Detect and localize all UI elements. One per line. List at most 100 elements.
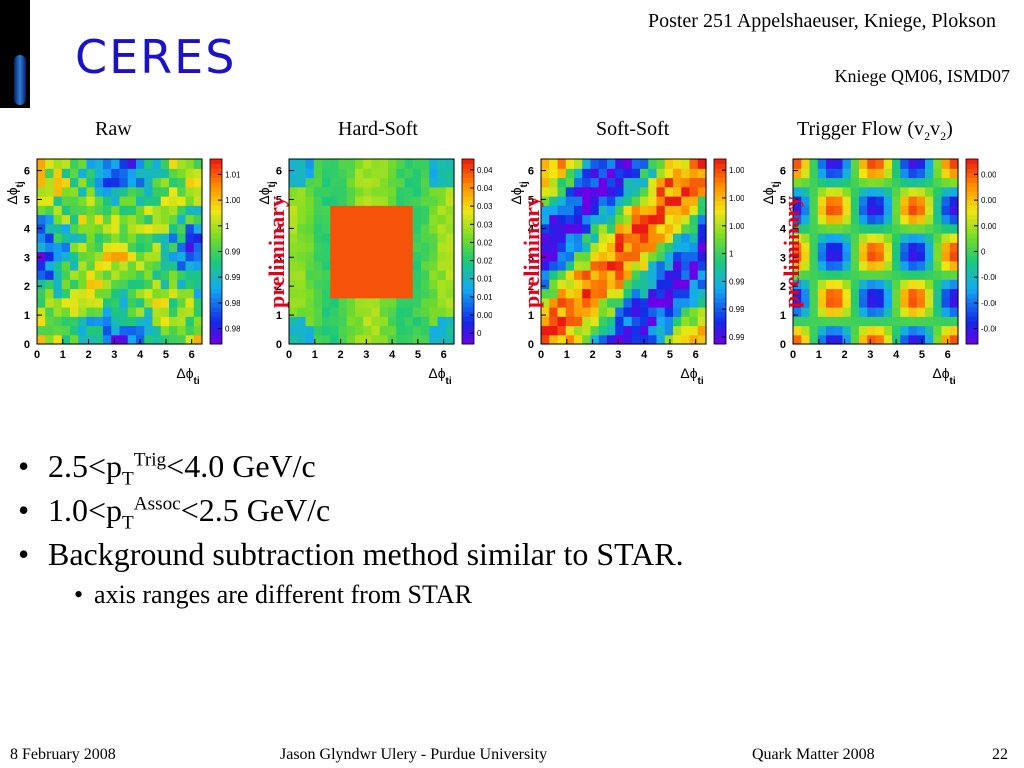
heatmap-cell: [801, 168, 811, 179]
heatmap-cell: [541, 186, 550, 197]
colorbar-segment: [210, 256, 222, 262]
heatmap-cell: [53, 251, 63, 262]
heatmap-cell: [160, 279, 170, 290]
x-tick-label: 5: [919, 349, 925, 361]
heatmap-cell: [185, 223, 195, 234]
heatmap-cell: [801, 214, 811, 225]
heatmap-cell: [152, 251, 162, 262]
heatmap-cell: [867, 242, 877, 253]
heatmap-cell: [70, 196, 79, 206]
heatmap-cell: [289, 242, 298, 253]
heatmap-cell: [859, 168, 868, 179]
heatmap-cell: [565, 334, 575, 345]
heatmap-cell: [379, 159, 389, 169]
heatmap-cell: [842, 297, 852, 308]
heatmap-cell: [949, 223, 959, 234]
heatmap-cell: [949, 316, 959, 327]
heatmap-cell: [607, 334, 616, 345]
heatmap-cell: [842, 223, 852, 234]
heatmap-cell: [86, 279, 96, 290]
colorbar-segment: [462, 330, 474, 336]
heatmap-cell: [86, 297, 96, 308]
colorbar-segment: [966, 209, 978, 215]
heatmap-cell: [404, 297, 414, 308]
heatmap-cell: [160, 186, 170, 197]
panel-title-hard-soft: Hard-Soft: [338, 118, 418, 140]
heatmap-cell: [648, 233, 658, 243]
heatmap-cell: [45, 316, 55, 327]
heatmap-cell: [673, 205, 682, 216]
heatmap-cell: [404, 279, 414, 290]
heatmap-cell: [45, 325, 55, 336]
heatmap-cell: [305, 223, 315, 234]
heatmap-cell: [607, 288, 616, 299]
heatmap-cell: [86, 196, 96, 206]
heatmap-cell: [429, 260, 439, 271]
heatmap-cell: [322, 233, 331, 243]
heatmap-cell: [152, 307, 162, 317]
heatmap-cell: [826, 307, 835, 317]
heatmap-cell: [842, 251, 852, 262]
heatmap-cell: [615, 251, 625, 262]
colorbar-segment: [462, 182, 474, 188]
heatmap-cell: [297, 316, 307, 327]
heatmap-cell: [152, 177, 162, 188]
heatmap-cell: [396, 186, 406, 197]
heatmap-cell: [338, 316, 348, 327]
colorbar-segment: [462, 334, 474, 340]
panel-title-soft-soft: Soft-Soft: [596, 118, 670, 140]
colorbar-segment: [714, 307, 726, 313]
heatmap-cell: [859, 223, 868, 234]
heatmap-cell: [297, 168, 307, 179]
heatmap-cell: [70, 288, 79, 299]
heatmap-cell: [396, 307, 406, 317]
heatmap-cell: [908, 270, 918, 280]
heatmap-cell: [615, 297, 625, 308]
heatmap-cell: [664, 279, 674, 290]
heatmap-cell: [70, 177, 79, 188]
y-tick-label: 4: [276, 223, 283, 235]
heatmap-cell: [681, 177, 691, 188]
heatmap-cell: [103, 233, 112, 243]
heatmap-cell: [664, 214, 674, 225]
heatmap-cell: [429, 233, 439, 243]
heatmap-cell: [631, 325, 641, 336]
heatmap-cell: [78, 279, 88, 290]
heatmap-cell: [61, 325, 71, 336]
heatmap-cell: [867, 177, 877, 188]
heatmap-cell: [445, 325, 455, 336]
heatmap-cell: [673, 168, 682, 179]
heatmap-cell: [809, 307, 819, 317]
heatmap-cell: [933, 251, 943, 262]
heatmap-cell: [859, 288, 868, 299]
heatmap-cell: [78, 325, 88, 336]
heatmap-cell: [697, 186, 707, 197]
heatmap-cell: [941, 168, 951, 179]
heatmap-cell: [388, 279, 397, 290]
heatmap-cell: [371, 196, 381, 206]
heatmap-cell: [144, 316, 154, 327]
heatmap-cell: [338, 223, 348, 234]
heatmap-cell: [598, 279, 608, 290]
colorbar-segment: [210, 223, 222, 229]
heatmap-cell: [892, 251, 901, 262]
colorbar-segment: [714, 177, 726, 183]
heatmap-cell: [826, 205, 835, 216]
x-tick-label: 4: [137, 349, 144, 361]
y-tick-label: 3: [780, 252, 786, 264]
heatmap-cell: [859, 297, 868, 308]
heatmap-cell: [817, 205, 827, 216]
heatmap-cell: [127, 168, 137, 179]
heatmap-cell: [900, 223, 910, 234]
heatmap-cell: [37, 205, 46, 216]
heatmap-cell: [111, 196, 121, 206]
y-tick-label: 6: [528, 166, 534, 178]
heatmap-cell: [103, 260, 112, 271]
heatmap-cell: [70, 316, 79, 327]
heatmap-cell: [648, 297, 658, 308]
heatmap-cell: [925, 270, 934, 280]
heatmap-cell: [388, 223, 397, 234]
heatmap-cell: [598, 233, 608, 243]
heatmap-cell: [305, 325, 315, 336]
heatmap-cell: [61, 270, 71, 280]
